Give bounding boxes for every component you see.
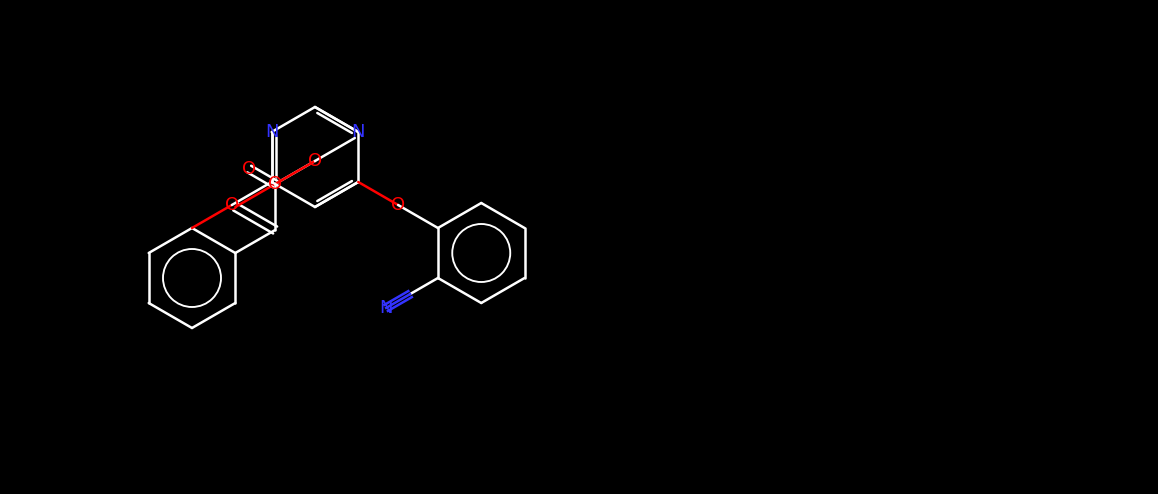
Text: O: O	[242, 160, 256, 178]
Text: O: O	[391, 196, 405, 214]
Text: O: O	[267, 175, 283, 193]
Text: N: N	[265, 123, 278, 141]
Text: O: O	[308, 152, 322, 170]
Text: N: N	[380, 299, 393, 317]
Text: N: N	[352, 123, 365, 141]
Text: O: O	[225, 196, 239, 214]
